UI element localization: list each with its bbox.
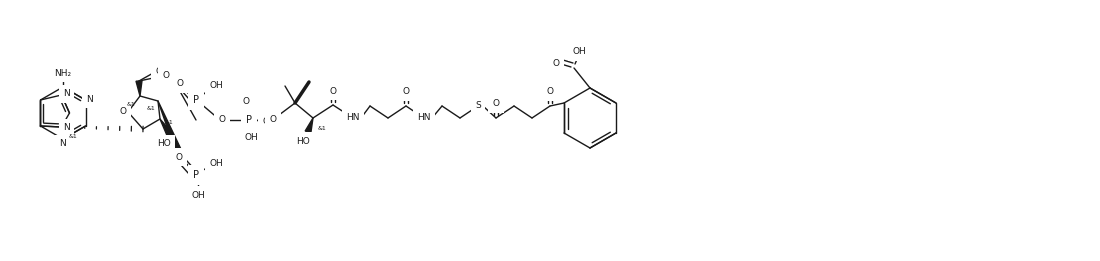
- Text: &1: &1: [146, 106, 155, 111]
- Text: HN: HN: [346, 114, 360, 122]
- Text: OH: OH: [191, 191, 205, 199]
- Polygon shape: [158, 101, 182, 153]
- Text: P: P: [192, 170, 199, 180]
- Text: NH₂: NH₂: [54, 68, 72, 78]
- Text: HO: HO: [296, 137, 310, 145]
- Polygon shape: [305, 118, 314, 133]
- Text: N: N: [59, 139, 66, 149]
- Text: O: O: [176, 152, 183, 162]
- Text: &1: &1: [68, 133, 77, 139]
- Text: O: O: [120, 106, 127, 116]
- Text: O: O: [547, 87, 553, 97]
- Text: HO: HO: [157, 139, 170, 149]
- Text: N: N: [63, 123, 70, 133]
- Text: O: O: [176, 80, 184, 88]
- Text: &1: &1: [126, 102, 135, 106]
- Text: N: N: [63, 90, 70, 98]
- Text: &1: &1: [318, 126, 327, 130]
- Text: S: S: [475, 102, 481, 110]
- Text: OH: OH: [209, 158, 223, 168]
- Text: O: O: [330, 86, 337, 96]
- Text: HN: HN: [417, 114, 431, 122]
- Text: O: O: [219, 116, 225, 124]
- Polygon shape: [160, 119, 173, 137]
- Text: P: P: [246, 115, 252, 125]
- Text: OH: OH: [572, 48, 586, 56]
- Text: O: O: [270, 116, 276, 124]
- Text: N: N: [86, 94, 92, 104]
- Text: OH: OH: [262, 117, 276, 127]
- Text: O: O: [552, 58, 560, 68]
- Text: O: O: [155, 67, 163, 75]
- Text: &1: &1: [165, 121, 174, 126]
- Text: O: O: [403, 87, 409, 97]
- Text: O: O: [242, 98, 250, 106]
- Text: O: O: [493, 99, 499, 109]
- Text: OH: OH: [209, 81, 223, 91]
- Text: O: O: [163, 70, 169, 80]
- Polygon shape: [136, 81, 142, 96]
- Text: P: P: [192, 95, 199, 105]
- Text: OH: OH: [244, 133, 257, 143]
